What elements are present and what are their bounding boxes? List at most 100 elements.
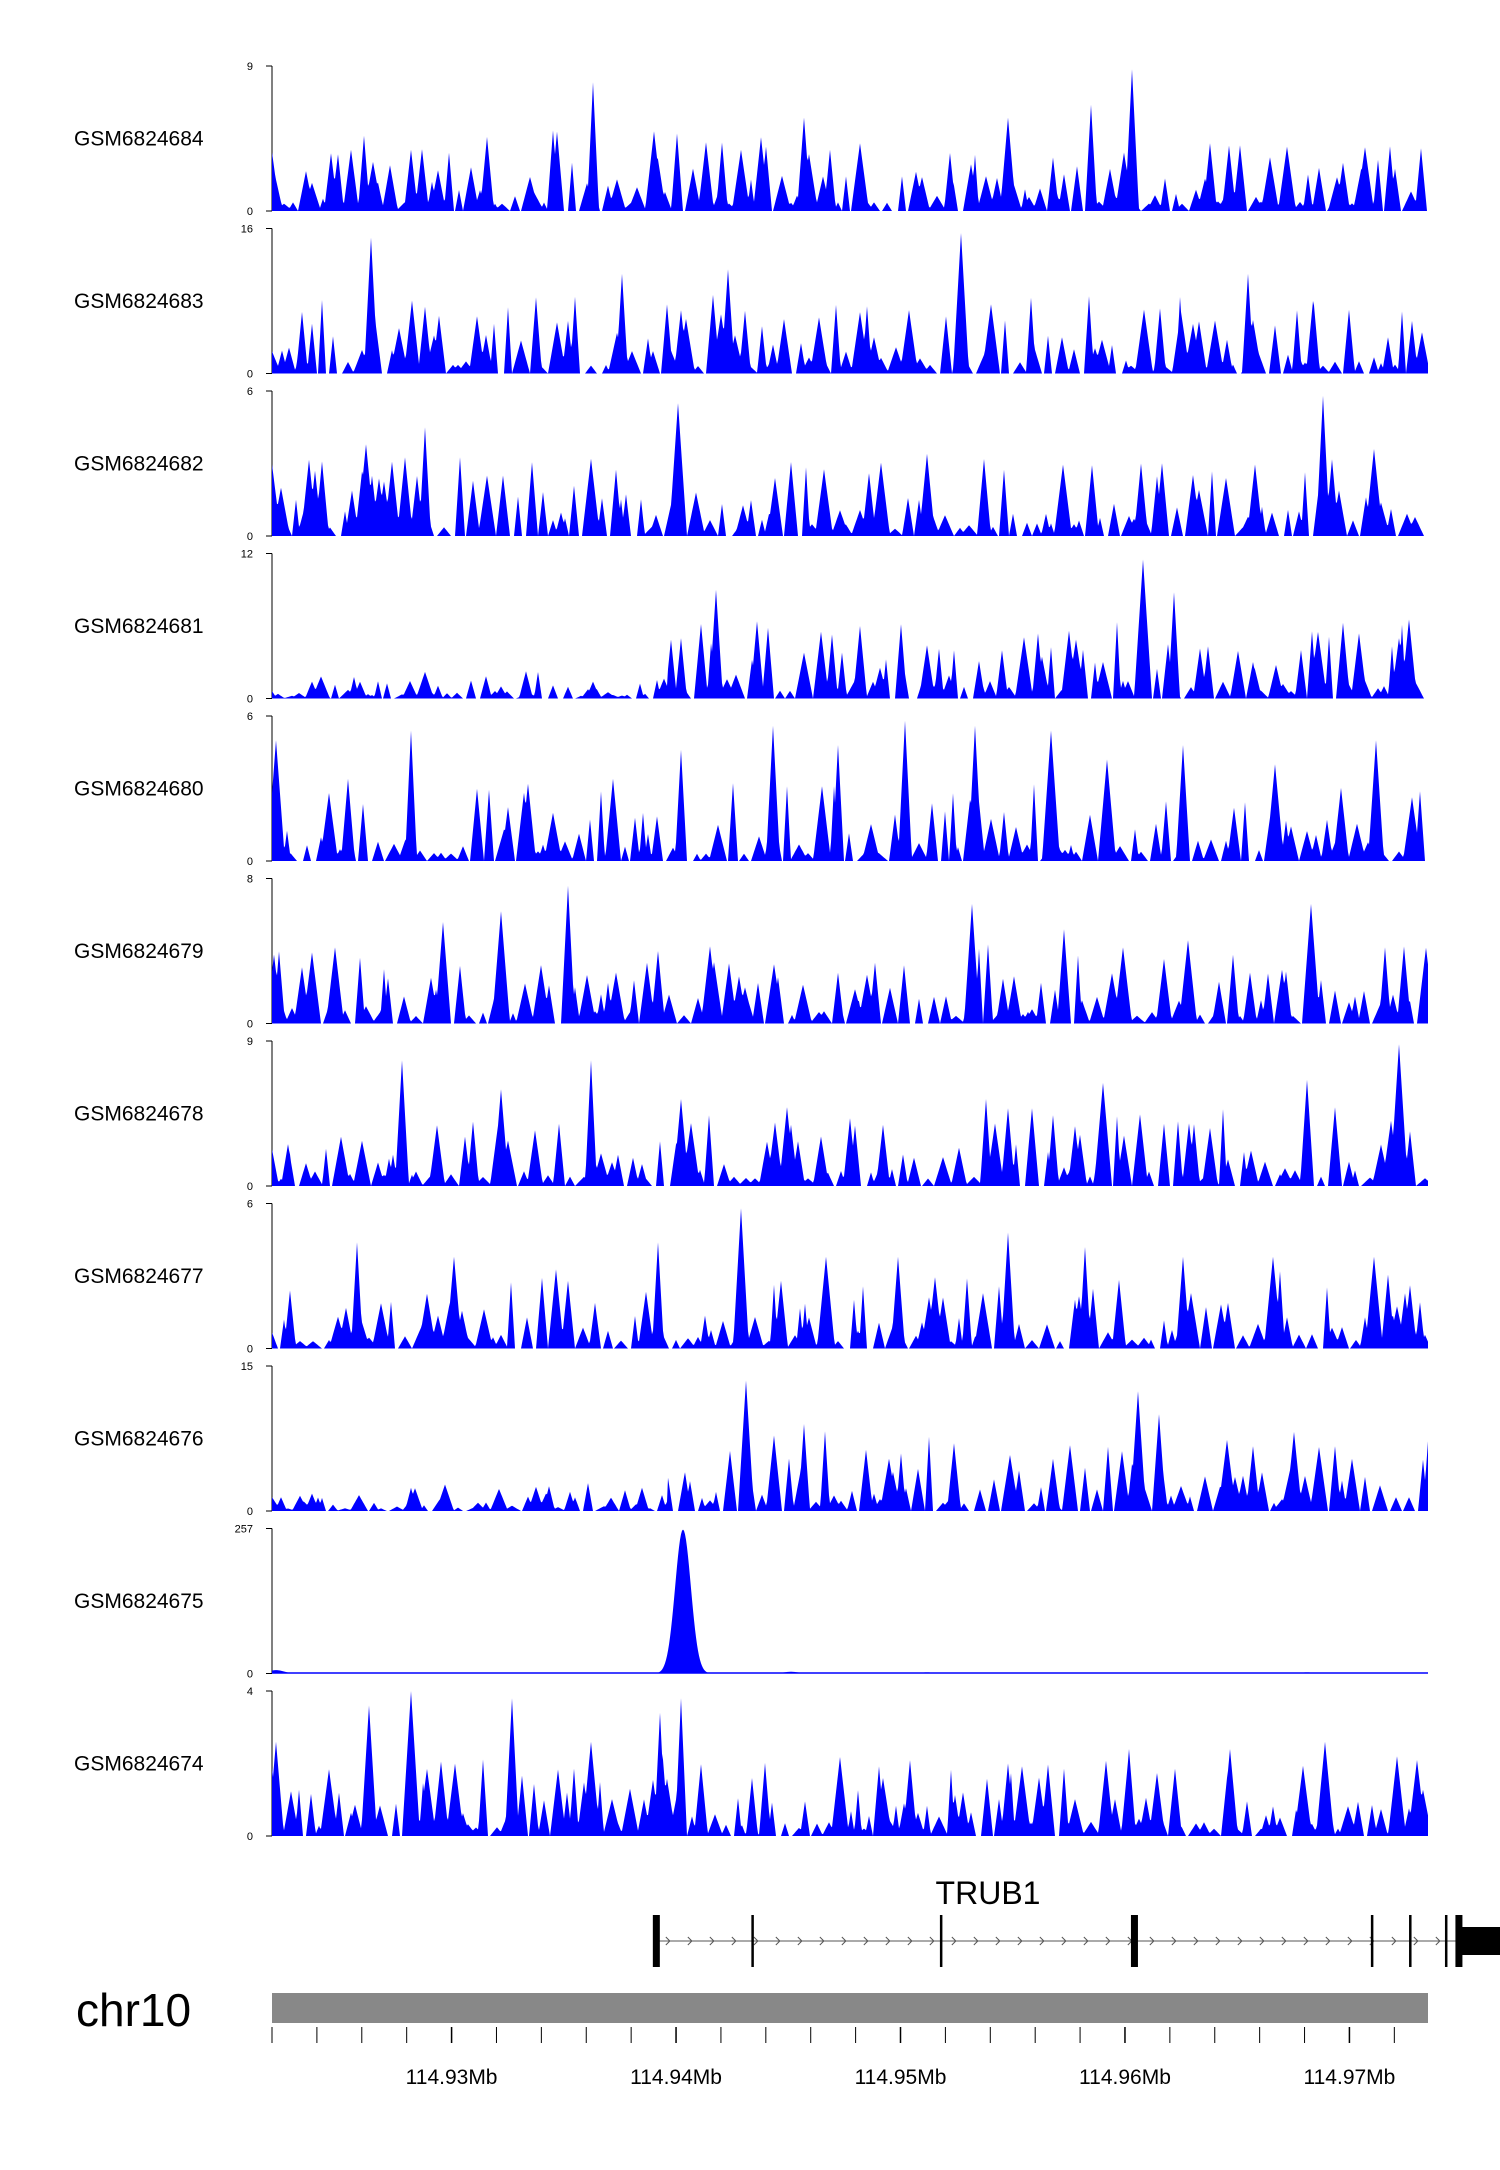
strand-arrow xyxy=(995,1936,1001,1946)
coverage-area xyxy=(272,233,1428,374)
track-GSM6824679: GSM6824679 8 0 xyxy=(74,874,1428,1031)
y-tick-label-min: 0 xyxy=(247,1344,253,1356)
coverage-area xyxy=(272,720,1428,861)
track-GSM6824678: GSM6824678 9 0 xyxy=(74,1036,1428,1193)
strand-arrow xyxy=(1149,1936,1155,1946)
coverage-area xyxy=(272,1044,1428,1186)
y-tick-label-min: 0 xyxy=(247,1831,253,1843)
strand-arrow xyxy=(1017,1936,1023,1946)
track-GSM6824677: GSM6824677 6 0 xyxy=(74,1199,1428,1356)
strand-arrow xyxy=(1435,1936,1441,1946)
y-tick-label-min: 0 xyxy=(247,1506,253,1518)
strand-arrow xyxy=(907,1936,913,1946)
track-GSM6824676: GSM6824676 15 0 xyxy=(74,1361,1428,1518)
strand-arrow xyxy=(1105,1936,1111,1946)
x-tick-label: 114.94Mb xyxy=(630,2066,722,2089)
track-label: GSM6824676 xyxy=(74,1428,204,1451)
strand-arrow xyxy=(1303,1936,1309,1946)
coverage-area xyxy=(272,885,1428,1024)
coverage-area xyxy=(272,395,1428,536)
y-tick-label-max: 9 xyxy=(247,1036,253,1048)
track-GSM6824683: GSM6824683 16 0 xyxy=(74,224,1428,381)
y-tick-label-max: 16 xyxy=(241,224,253,236)
gene-exon xyxy=(939,1915,943,1967)
y-tick-label-max: 12 xyxy=(241,549,253,561)
x-tick-label: 114.93Mb xyxy=(406,2066,498,2089)
strand-arrow xyxy=(885,1936,891,1946)
y-tick-label-max: 6 xyxy=(247,386,253,398)
strand-arrow xyxy=(1083,1936,1089,1946)
gene-exon-last-start xyxy=(1455,1915,1463,1967)
strand-arrow xyxy=(1391,1936,1397,1946)
y-tick-label-max: 6 xyxy=(247,711,253,723)
gene-exon xyxy=(652,1915,660,1967)
track-GSM6824682: GSM6824682 6 0 xyxy=(74,386,1428,543)
y-tick-label-max: 6 xyxy=(247,1199,253,1211)
strand-arrow xyxy=(1347,1936,1353,1946)
strand-arrow xyxy=(1413,1936,1419,1946)
gene-exon xyxy=(1444,1915,1448,1967)
y-tick-label-min: 0 xyxy=(247,694,253,706)
gene-label-trub1: TRUB1 xyxy=(936,1875,1041,1911)
track-GSM6824681: GSM6824681 12 0 xyxy=(74,549,1428,706)
coverage-area xyxy=(272,69,1428,211)
track-label: GSM6824675 xyxy=(74,1590,204,1613)
coverage-area xyxy=(272,1380,1428,1511)
strand-arrow xyxy=(1193,1936,1199,1946)
gene-exon-last xyxy=(1459,1927,1500,1955)
coverage-area xyxy=(272,559,1428,699)
strand-arrow xyxy=(929,1936,935,1946)
coverage-area xyxy=(272,1691,1428,1836)
track-label: GSM6824679 xyxy=(74,940,204,963)
y-tick-label-min: 0 xyxy=(247,206,253,218)
track-GSM6824674: GSM6824674 4 0 xyxy=(74,1686,1428,1843)
strand-arrow xyxy=(753,1936,759,1946)
y-tick-label-max: 4 xyxy=(247,1686,253,1698)
strand-arrow xyxy=(731,1936,737,1946)
track-GSM6824680: GSM6824680 6 0 xyxy=(74,711,1428,868)
y-tick-label-min: 0 xyxy=(247,1669,253,1681)
strand-arrow xyxy=(973,1936,979,1946)
gene-exon xyxy=(1370,1915,1374,1967)
chromosome-label: chr10 xyxy=(76,1984,191,2036)
gene-exon xyxy=(751,1915,754,1967)
y-tick-label-max: 257 xyxy=(235,1524,253,1536)
chromosome-ideogram-bar xyxy=(272,1993,1428,2023)
track-label: GSM6824678 xyxy=(74,1103,204,1126)
y-tick-label-min: 0 xyxy=(247,369,253,381)
y-tick-label-min: 0 xyxy=(247,531,253,543)
strand-arrow xyxy=(863,1936,869,1946)
track-label: GSM6824680 xyxy=(74,778,204,801)
track-label: GSM6824682 xyxy=(74,453,204,476)
gene-exon xyxy=(1130,1915,1138,1967)
y-tick-label-max: 15 xyxy=(241,1361,253,1373)
x-tick-label: 114.95Mb xyxy=(855,2066,947,2089)
track-label: GSM6824683 xyxy=(74,290,204,313)
y-tick-label-max: 8 xyxy=(247,874,253,886)
strand-arrow xyxy=(841,1936,847,1946)
strand-arrow xyxy=(665,1936,671,1946)
strand-arrow xyxy=(797,1936,803,1946)
strand-arrow xyxy=(819,1936,825,1946)
track-label: GSM6824674 xyxy=(74,1753,204,1776)
strand-arrow xyxy=(1281,1936,1287,1946)
strand-arrow xyxy=(1061,1936,1067,1946)
y-tick-label-min: 0 xyxy=(247,856,253,868)
gene-exon xyxy=(1409,1915,1412,1967)
strand-arrow xyxy=(1325,1936,1331,1946)
y-tick-label-min: 0 xyxy=(247,1019,253,1031)
chromosome-axis: chr10 114.93Mb 114.94Mb 114.95Mb 114.96Mb 11… xyxy=(76,1984,1428,2089)
x-tick-label: 114.97Mb xyxy=(1304,2066,1396,2089)
track-label: GSM6824684 xyxy=(74,128,204,151)
coverage-area xyxy=(272,1529,1428,1674)
strand-arrow xyxy=(1259,1936,1265,1946)
track-label: GSM6824677 xyxy=(74,1265,204,1288)
coverage-area xyxy=(272,1208,1428,1349)
strand-arrow xyxy=(1039,1936,1045,1946)
strand-arrow xyxy=(1237,1936,1243,1946)
gene-track: TRUB1 xyxy=(652,1875,1500,1967)
strand-arrow xyxy=(1171,1936,1177,1946)
track-GSM6824684: GSM6824684 9 0 xyxy=(74,61,1428,218)
coverage-tracks: GSM682468490GSM6824683160GSM682468260GSM… xyxy=(74,61,1428,1843)
y-tick-label-max: 9 xyxy=(247,61,253,73)
